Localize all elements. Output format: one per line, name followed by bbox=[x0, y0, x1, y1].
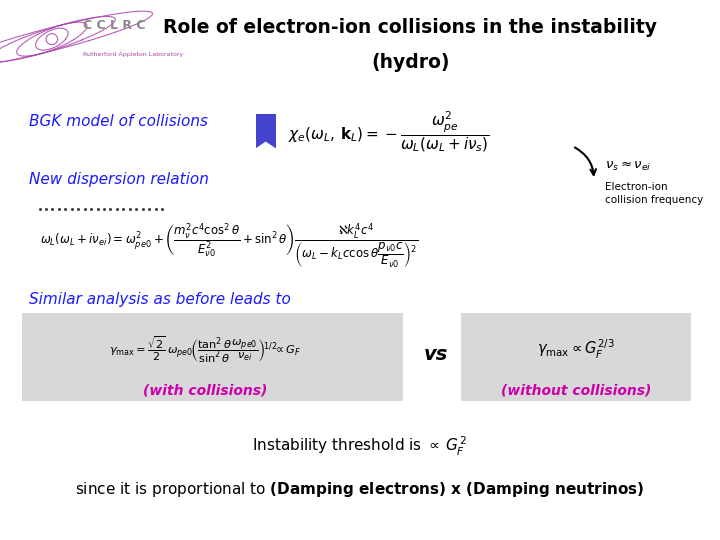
Text: C C L R C: C C L R C bbox=[83, 18, 145, 31]
Text: Rutherford Appleton Laboratory: Rutherford Appleton Laboratory bbox=[83, 52, 183, 57]
Text: since it is proportional to $\mathbf{(Damping\ electrons)\ x\ (Damping\ neutrino: since it is proportional to $\mathbf{(Da… bbox=[76, 480, 644, 499]
Text: $\gamma_{\max}=\dfrac{\sqrt{2}}{2}\,\omega_{pe0}\!\left(\dfrac{\tan^2\theta}{\si: $\gamma_{\max}=\dfrac{\sqrt{2}}{2}\,\ome… bbox=[109, 334, 301, 364]
Text: New dispersion relation: New dispersion relation bbox=[29, 172, 209, 187]
Polygon shape bbox=[256, 141, 276, 149]
Text: $\gamma_{\max}\propto G_F^{2/3}$: $\gamma_{\max}\propto G_F^{2/3}$ bbox=[537, 338, 615, 361]
Text: $\omega_L(\omega_L+i\nu_{ei})=\omega_{pe0}^2+\left(\dfrac{m_\nu^2c^4\cos^2\theta: $\omega_L(\omega_L+i\nu_{ei})=\omega_{pe… bbox=[40, 221, 418, 270]
Text: Instability threshold is $\propto\, G_F^{\,2}$: Instability threshold is $\propto\, G_F^… bbox=[252, 435, 468, 458]
Text: (hydro): (hydro) bbox=[371, 53, 450, 72]
Text: (with collisions): (with collisions) bbox=[143, 383, 267, 397]
Text: $\nu_s \approx \nu_{ei}$: $\nu_s \approx \nu_{ei}$ bbox=[605, 160, 652, 173]
FancyBboxPatch shape bbox=[22, 313, 403, 401]
Text: (without collisions): (without collisions) bbox=[501, 383, 651, 397]
Text: vs: vs bbox=[424, 345, 449, 363]
Text: $\chi_e(\omega_L,\,\mathbf{k}_L)=-\dfrac{\omega_{pe}^2}{\omega_L(\omega_L+i\nu_s: $\chi_e(\omega_L,\,\mathbf{k}_L)=-\dfrac… bbox=[288, 110, 490, 154]
FancyBboxPatch shape bbox=[256, 114, 276, 148]
Text: Similar analysis as before leads to: Similar analysis as before leads to bbox=[29, 292, 291, 307]
Text: Electron-ion: Electron-ion bbox=[605, 182, 667, 192]
FancyBboxPatch shape bbox=[461, 313, 691, 401]
Text: Role of electron-ion collisions in the instability: Role of electron-ion collisions in the i… bbox=[163, 18, 657, 37]
Text: collision frequency: collision frequency bbox=[605, 195, 703, 205]
Text: BGK model of collisions: BGK model of collisions bbox=[29, 114, 208, 129]
